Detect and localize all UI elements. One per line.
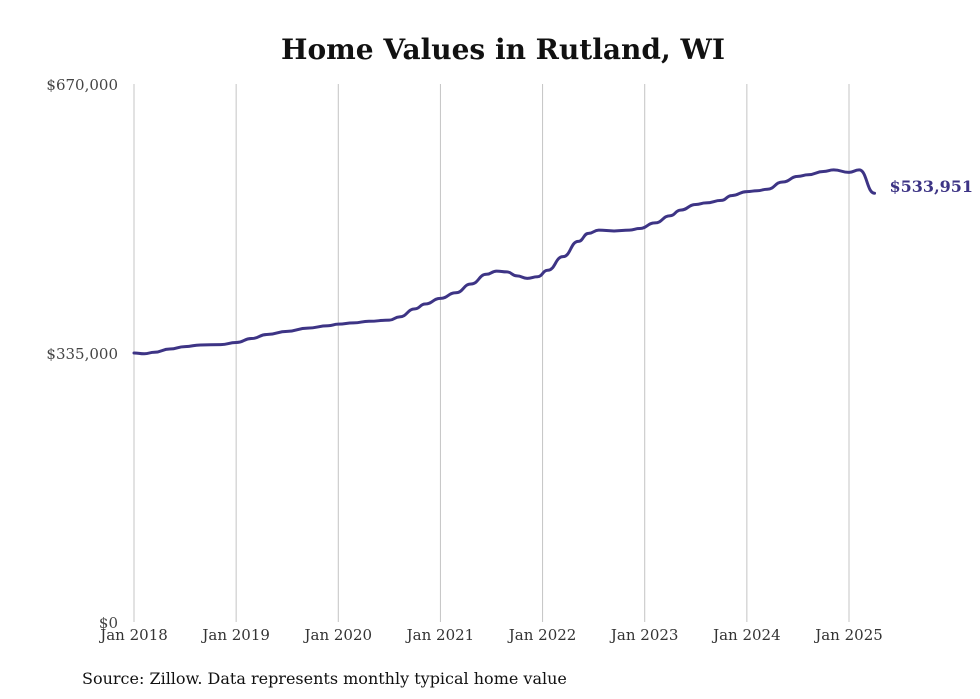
y-tick-label: $670,000 bbox=[46, 76, 118, 94]
x-tick-label: Jan 2024 bbox=[711, 626, 781, 644]
series-layer: $533,951 bbox=[132, 168, 974, 356]
y-tick-label: $0 bbox=[99, 614, 118, 632]
x-tick-label: Jan 2018 bbox=[98, 626, 168, 644]
x-tick-label: Jan 2022 bbox=[507, 626, 577, 644]
source-note: Source: Zillow. Data represents monthly … bbox=[82, 669, 567, 688]
y-axis-tick-labels: $0 $335,000 $670,000 bbox=[46, 76, 118, 632]
y-tick-label: $335,000 bbox=[46, 345, 118, 363]
chart-title: Home Values in Rutland, WI bbox=[281, 33, 725, 66]
x-axis-tick-labels: Jan 2018 Jan 2019 Jan 2020 Jan 2021 Jan 2022… bbox=[98, 626, 883, 644]
x-tick-label: Jan 2019 bbox=[200, 626, 270, 644]
end-value-label: $533,951 bbox=[890, 177, 974, 196]
x-tick-label: Jan 2020 bbox=[303, 626, 373, 644]
x-tick-label: Jan 2023 bbox=[609, 626, 679, 644]
x-tick-label: Jan 2021 bbox=[405, 626, 475, 644]
x-tick-label: Jan 2025 bbox=[813, 626, 883, 644]
series-line-0 bbox=[132, 168, 877, 356]
gridlines bbox=[133, 84, 850, 622]
